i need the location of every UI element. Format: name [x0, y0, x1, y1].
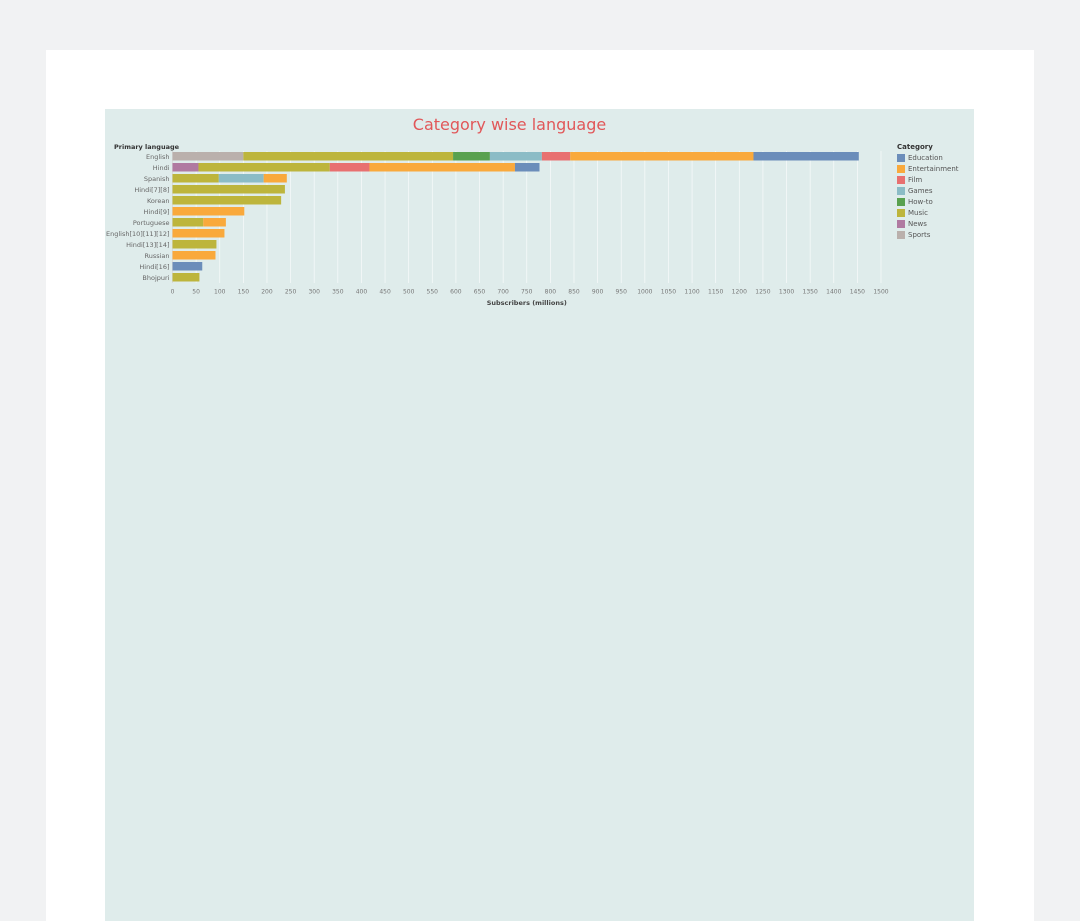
bar-segment-entertainment	[203, 218, 226, 227]
legend-swatch	[897, 187, 905, 195]
dashboard: Category wise language Primary language E…	[105, 109, 974, 921]
bar-segment-entertainment	[172, 251, 216, 260]
x-tick-label: 1300	[779, 289, 794, 296]
legend-item: News	[897, 220, 973, 231]
x-tick-label: 1050	[661, 289, 676, 296]
legend-swatch	[897, 176, 905, 184]
bar-segment-sports	[172, 152, 244, 161]
x-tick-label: 1400	[826, 289, 841, 296]
x-tick-label: 0	[171, 289, 175, 296]
legend-label: Film	[908, 176, 923, 184]
legend-swatch	[897, 220, 905, 228]
x-tick-label: 400	[356, 289, 368, 296]
legend-label: Education	[908, 154, 943, 162]
bar-segment-music	[172, 273, 200, 282]
bar-segment-film	[329, 163, 370, 172]
legend-swatch	[897, 198, 905, 206]
legend-label: Music	[908, 209, 928, 217]
category-label: Hindi[7][8]	[134, 186, 169, 194]
category-label: Hindi[16]	[139, 263, 169, 271]
bar-segment-music	[172, 185, 285, 194]
legend-label: How-to	[908, 198, 933, 206]
category-label: Korean	[147, 197, 170, 205]
bar-segment-entertainment	[369, 163, 515, 172]
x-tick-label: 800	[545, 289, 557, 296]
bar-segment-entertainment	[172, 207, 245, 216]
x-tick-label: 100	[214, 289, 226, 296]
x-tick-label: 750	[521, 289, 533, 296]
bar-segment-music	[198, 163, 330, 172]
x-tick-label: 550	[427, 289, 439, 296]
x-tick-label: 1200	[732, 289, 747, 296]
bar-segment-music	[172, 196, 282, 205]
bar-segment-music	[172, 174, 219, 183]
y-axis-title: Primary language	[114, 143, 180, 151]
bar-segment-games	[218, 174, 264, 183]
x-tick-label: 1100	[684, 289, 699, 296]
category-label: Hindi[13][14]	[126, 241, 169, 249]
x-tick-label: 50	[192, 289, 200, 296]
x-tick-label: 350	[332, 289, 344, 296]
legend: Category Education Entertainment Film Games…	[897, 143, 973, 242]
legend-label: Entertainment	[908, 165, 959, 173]
x-tick-label: 900	[592, 289, 604, 296]
legend-item: Sports	[897, 231, 973, 242]
bar-segment-music	[172, 240, 217, 249]
category-label: Russian	[144, 252, 169, 260]
legend-title: Category	[897, 143, 933, 151]
category-label: Spanish	[144, 175, 170, 183]
x-tick-label: 300	[308, 289, 320, 296]
legend-item: Music	[897, 209, 973, 220]
legend-label: Sports	[908, 231, 931, 239]
x-tick-label: 1150	[708, 289, 723, 296]
category-label: Bhojpuri	[142, 274, 169, 282]
x-tick-label: 700	[497, 289, 509, 296]
x-tick-label: 1250	[755, 289, 770, 296]
x-tick-label: 650	[474, 289, 486, 296]
x-tick-label: 1500	[873, 289, 888, 296]
bar-segment-entertainment	[172, 229, 225, 238]
x-tick-label: 450	[379, 289, 391, 296]
category-label: English	[146, 153, 169, 161]
legend-item: How-to	[897, 198, 973, 209]
bar-segment-education	[753, 152, 859, 161]
legend-label: Games	[908, 187, 933, 195]
x-tick-label: 850	[568, 289, 580, 296]
chart-title: Category wise language	[412, 115, 607, 134]
bar-segment-education	[172, 262, 203, 271]
bar-segment-entertainment	[263, 174, 287, 183]
x-tick-label: 500	[403, 289, 415, 296]
x-tick-label: 250	[285, 289, 297, 296]
legend-item: Entertainment	[897, 165, 973, 176]
legend-label: News	[908, 220, 927, 228]
legend-swatch	[897, 154, 905, 162]
bar-segment-how-to	[453, 152, 490, 161]
legend-swatch	[897, 231, 905, 239]
bar-segment-games	[489, 152, 542, 161]
x-axis-title: Subscribers (millions)	[487, 299, 567, 307]
bar-segment-education	[514, 163, 540, 172]
category-label: English[10][11][12]	[106, 230, 170, 238]
bar-segment-music	[243, 152, 454, 161]
bar-segment-music	[172, 218, 204, 227]
legend-item: Film	[897, 176, 973, 187]
bar-segment-news	[172, 163, 199, 172]
x-tick-label: 600	[450, 289, 462, 296]
x-tick-label: 1000	[637, 289, 652, 296]
x-tick-label: 950	[615, 289, 627, 296]
category-label: Hindi[9]	[144, 208, 170, 216]
legend-item: Games	[897, 187, 973, 198]
legend-swatch	[897, 209, 905, 217]
category-label: Portuguese	[133, 219, 170, 227]
bar-chart: Primary language English Hindi Spanish Hindi…	[106, 143, 889, 307]
bar-segment-film	[541, 152, 571, 161]
x-tick-label: 200	[261, 289, 273, 296]
x-tick-label: 150	[238, 289, 250, 296]
bar-segment-entertainment	[570, 152, 754, 161]
x-tick-label: 1450	[850, 289, 865, 296]
x-tick-label: 1350	[803, 289, 818, 296]
legend-item: Education	[897, 154, 973, 165]
legend-swatch	[897, 165, 905, 173]
category-label: Hindi	[153, 164, 170, 172]
